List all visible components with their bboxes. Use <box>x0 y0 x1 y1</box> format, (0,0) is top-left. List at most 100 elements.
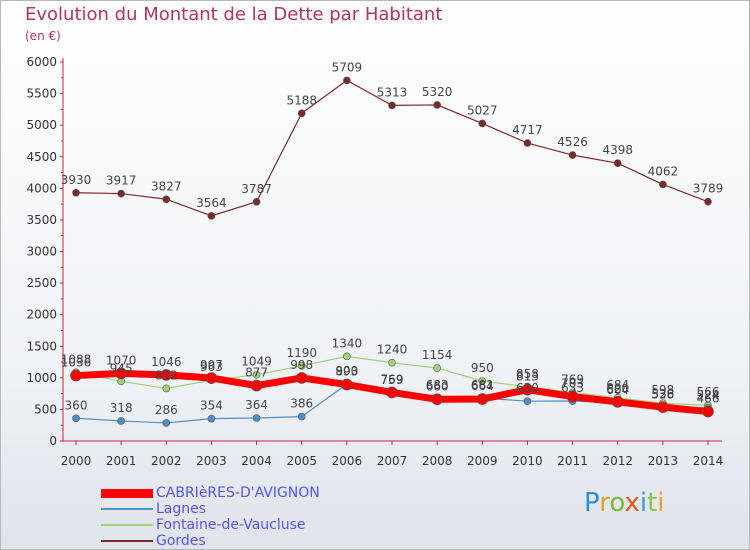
point-lagnes-2010 <box>523 397 532 406</box>
y-tick-label-5500: 5500 <box>26 87 57 101</box>
data-label-cabri-res-d-avignon-2005: 998 <box>290 358 313 372</box>
y-tick-label-1500: 1500 <box>26 339 57 353</box>
legend-label-fontaine: Fontaine-de-Vaucluse <box>156 517 306 533</box>
data-label-lagnes-2008: 683 <box>426 378 449 392</box>
y-tick-label-5000: 5000 <box>26 118 57 132</box>
x-tick-label-2005: 2005 <box>286 454 317 468</box>
data-label-gordes-2014: 3789 <box>693 182 724 196</box>
x-tick-label-2007: 2007 <box>377 454 408 468</box>
point-cabri-res-d-avignon-2002 <box>160 369 173 381</box>
x-tick-label-2011: 2011 <box>557 454 588 468</box>
data-label-fontaine-de-vaucluse-2014: 566 <box>697 385 720 399</box>
data-label-lagnes-2003: 354 <box>200 399 223 413</box>
data-label-lagnes-2013: 528 <box>651 388 674 402</box>
y-tick-label-6000: 6000 <box>26 55 57 69</box>
data-label-lagnes-2005: 386 <box>290 397 313 411</box>
data-label-lagnes-2002: 286 <box>155 403 178 417</box>
point-cabri-res-d-avignon-2011 <box>566 390 579 403</box>
data-label-gordes-2000: 3930 <box>61 173 92 187</box>
point-lagnes-2003 <box>207 414 216 423</box>
y-tick-label-500: 500 <box>34 402 57 416</box>
legend-label-cabrieres: CABRIèRES-D'AVIGNON <box>156 485 320 501</box>
y-tick-label-2000: 2000 <box>26 308 57 322</box>
x-tick-label-2006: 2006 <box>332 454 363 468</box>
data-label-fontaine-de-vaucluse-2005: 1190 <box>286 346 317 360</box>
data-label-cabri-res-d-avignon-2006: 893 <box>335 365 358 379</box>
data-label-gordes-2009: 5027 <box>467 103 498 117</box>
x-tick-label-2012: 2012 <box>602 454 633 468</box>
point-gordes-2003 <box>207 212 216 220</box>
data-label-lagnes-2014: 524 <box>697 388 720 402</box>
data-label-fontaine-de-vaucluse-2001: 945 <box>110 361 133 375</box>
point-gordes-2009 <box>478 119 487 128</box>
point-lagnes-2001 <box>117 417 125 425</box>
data-label-cabri-res-d-avignon-2012: 620 <box>606 382 629 396</box>
point-cabri-res-d-avignon-2001 <box>115 367 127 380</box>
point-gordes-2001 <box>117 189 125 198</box>
data-label-lagnes-2004: 364 <box>245 398 268 412</box>
legend-swatch-cabrieres <box>101 489 153 498</box>
data-label-gordes-2006: 5709 <box>332 60 363 74</box>
point-fontaine-de-vaucluse-2002 <box>162 384 171 393</box>
point-cabri-res-d-avignon-2000 <box>70 369 82 382</box>
data-label-cabri-res-d-avignon-2011: 703 <box>561 377 584 391</box>
x-tick-label-2003: 2003 <box>196 454 227 468</box>
data-label-gordes-2008: 5320 <box>422 85 453 99</box>
point-cabri-res-d-avignon-2004 <box>250 379 263 392</box>
x-tick-label-2004: 2004 <box>241 454 272 468</box>
data-label-gordes-2007: 5313 <box>377 85 408 99</box>
point-fontaine-de-vaucluse-2007 <box>388 358 396 367</box>
point-gordes-2007 <box>388 101 396 110</box>
proxiti-logo: Proxiti <box>584 488 665 518</box>
point-lagnes-2004 <box>252 414 261 422</box>
legend-label-lagnes: Lagnes <box>156 501 207 517</box>
data-label-lagnes-2010: 630 <box>516 381 539 395</box>
data-label-fontaine-de-vaucluse-2012: 684 <box>606 378 629 392</box>
point-fontaine-de-vaucluse-2008 <box>433 364 441 372</box>
y-tick-label-0: 0 <box>49 434 57 448</box>
data-label-fontaine-de-vaucluse-2000: 1088 <box>61 352 92 366</box>
chart-unit-label: (en €) <box>25 29 61 43</box>
point-cabri-res-d-avignon-2007 <box>386 386 398 399</box>
data-label-gordes-2012: 4398 <box>602 143 633 157</box>
point-cabri-res-d-avignon-2003 <box>205 372 218 384</box>
point-lagnes-2002 <box>162 419 171 427</box>
data-label-lagnes-2006: 900 <box>335 364 358 378</box>
data-label-gordes-2001: 3917 <box>106 174 137 188</box>
chart-title: Evolution du Montant de la Dette par Hab… <box>25 4 443 25</box>
data-label-lagnes-2000: 360 <box>65 398 88 412</box>
point-cabri-res-d-avignon-2013 <box>657 401 669 413</box>
data-label-fontaine-de-vaucluse-2004: 1049 <box>241 355 272 369</box>
y-tick-label-4500: 4500 <box>26 150 57 164</box>
data-label-gordes-2010: 4717 <box>512 123 543 137</box>
y-tick-label-4000: 4000 <box>26 181 57 195</box>
data-label-lagnes-2009: 681 <box>471 378 494 392</box>
point-cabri-res-d-avignon-2009 <box>476 393 489 405</box>
point-fontaine-de-vaucluse-2005 <box>297 362 306 370</box>
data-label-cabri-res-d-avignon-2009: 664 <box>471 379 494 393</box>
data-label-fontaine-de-vaucluse-2007: 1240 <box>377 343 408 357</box>
point-fontaine-de-vaucluse-2004 <box>252 370 261 379</box>
point-cabri-res-d-avignon-2005 <box>295 372 308 384</box>
data-label-lagnes-2012: 604 <box>606 383 629 397</box>
point-gordes-2010 <box>523 139 532 147</box>
x-tick-label-2014: 2014 <box>693 454 724 468</box>
data-label-lagnes-2001: 318 <box>110 401 133 415</box>
data-label-cabri-res-d-avignon-2008: 660 <box>426 379 449 393</box>
point-gordes-2004 <box>252 197 261 206</box>
x-tick-label-2008: 2008 <box>422 454 453 468</box>
point-gordes-2011 <box>568 151 577 159</box>
point-gordes-2013 <box>659 180 667 189</box>
x-tick-label-2002: 2002 <box>151 454 182 468</box>
point-gordes-2000 <box>72 188 80 197</box>
data-label-cabri-res-d-avignon-2001: 1070 <box>106 353 137 367</box>
data-label-gordes-2002: 3827 <box>151 179 182 193</box>
data-label-gordes-2005: 5188 <box>286 93 317 107</box>
data-label-fontaine-de-vaucluse-2008: 1154 <box>422 348 453 362</box>
data-label-fontaine-de-vaucluse-2010: 858 <box>516 367 539 381</box>
point-gordes-2012 <box>613 159 622 167</box>
data-label-fontaine-de-vaucluse-2003: 963 <box>200 360 223 374</box>
data-label-lagnes-2011: 633 <box>561 381 584 395</box>
data-label-fontaine-de-vaucluse-2002: 832 <box>155 368 178 382</box>
